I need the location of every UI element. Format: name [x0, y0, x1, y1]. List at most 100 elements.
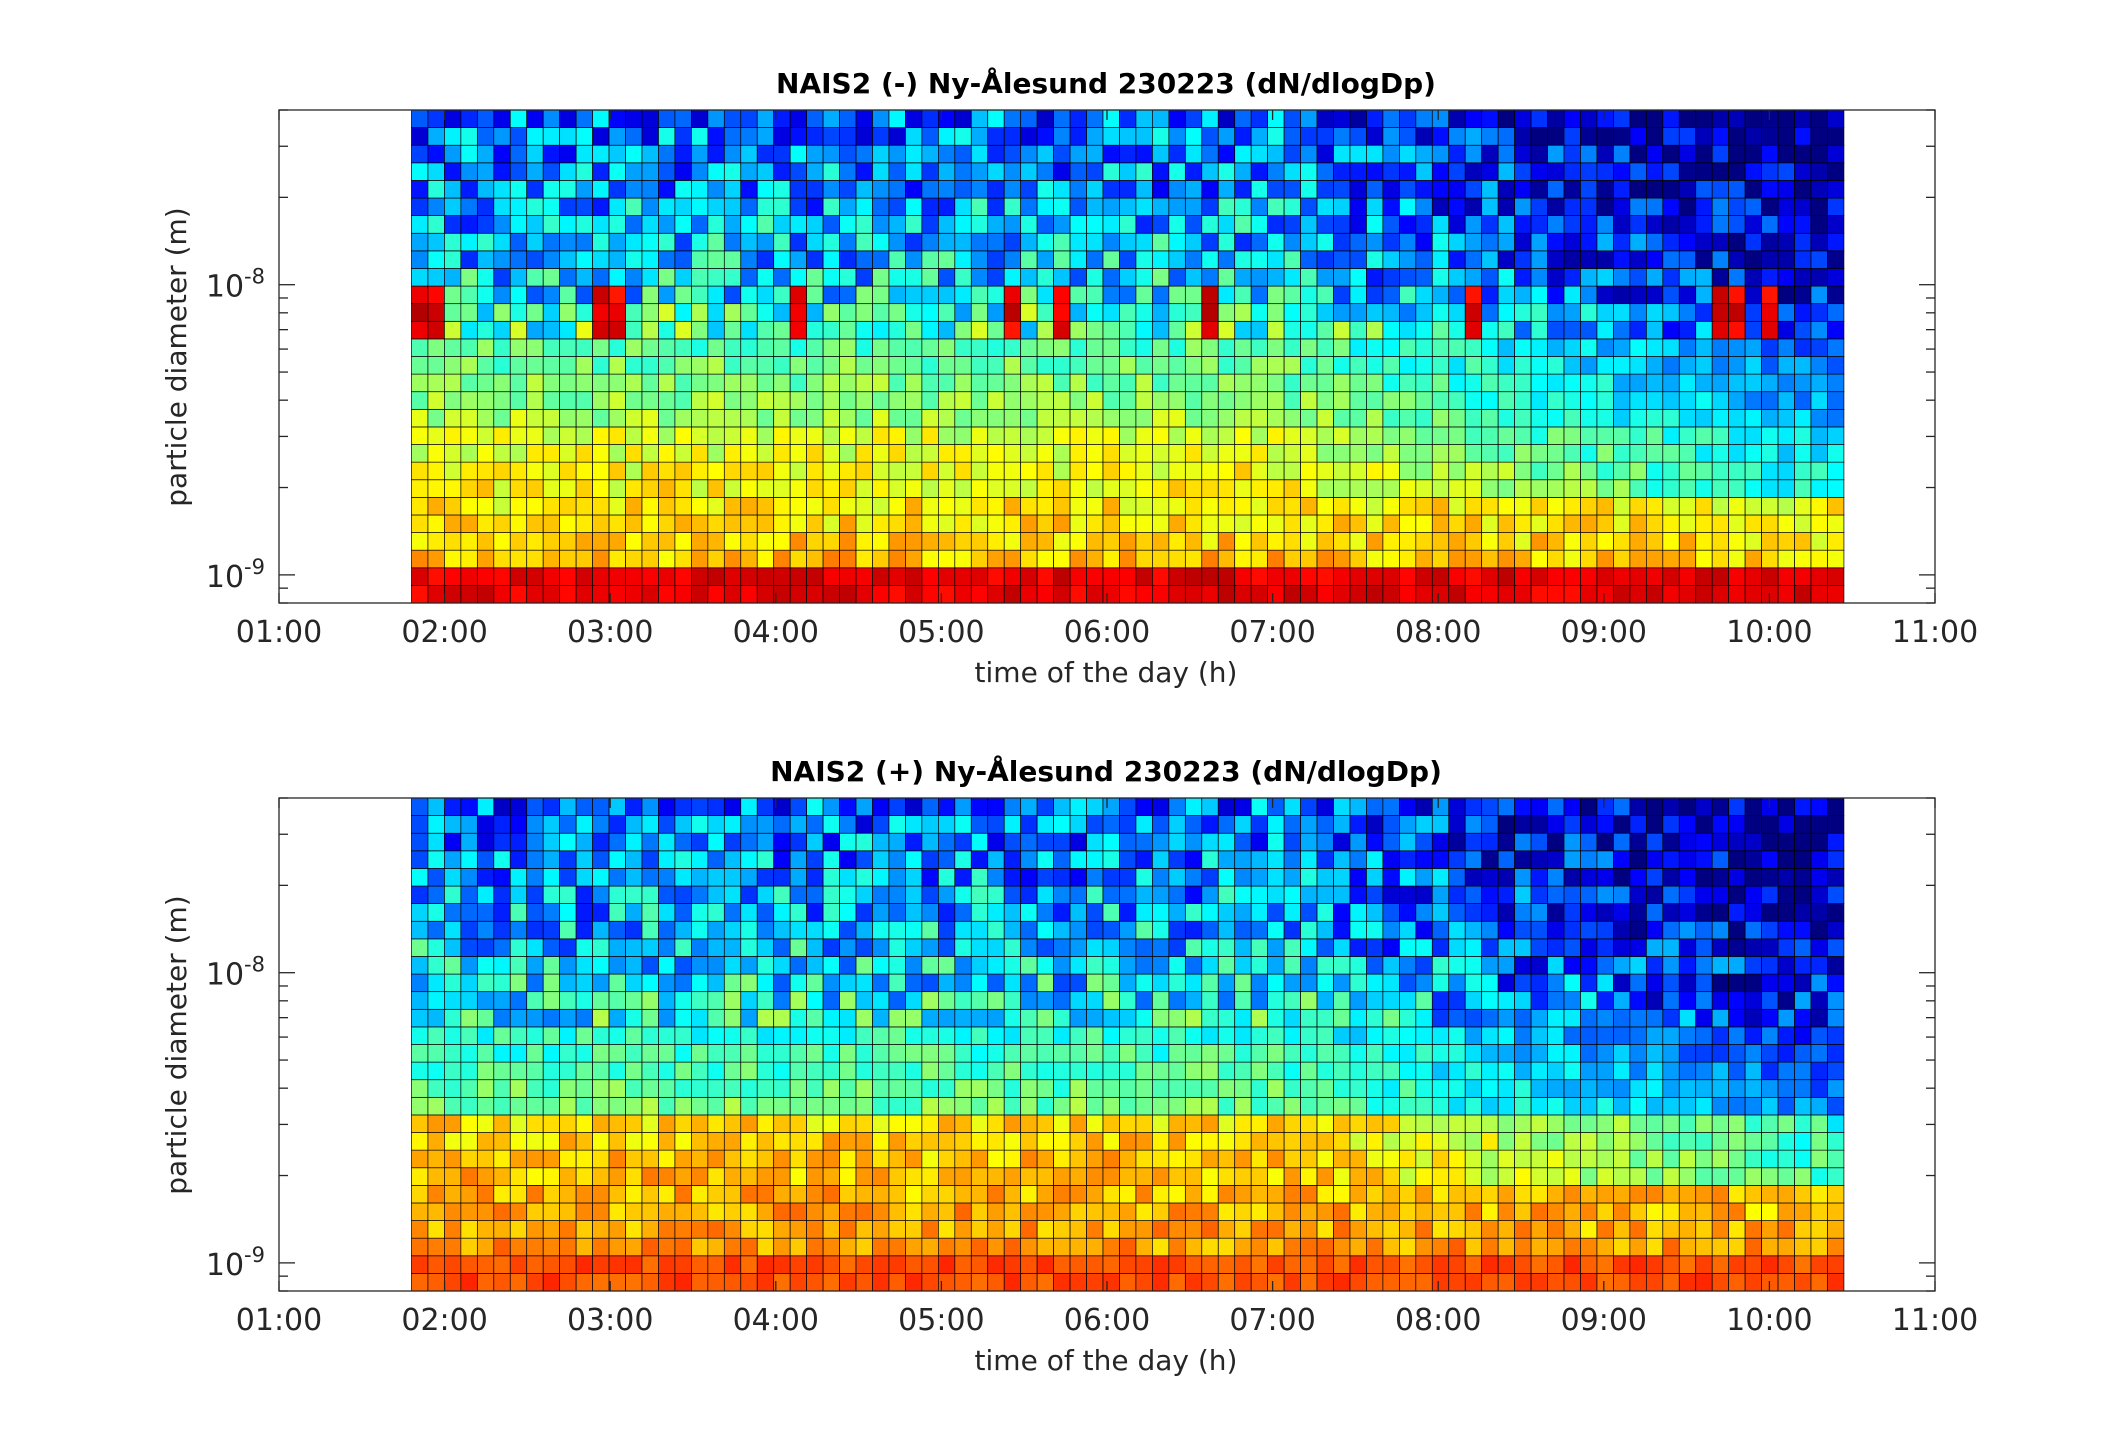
heatmap-cell	[1448, 1255, 1466, 1274]
heatmap-cell	[1613, 1079, 1631, 1098]
heatmap-cell	[1695, 461, 1713, 481]
heatmap-cell	[1053, 938, 1071, 957]
heatmap-cell	[1695, 320, 1713, 340]
heatmap-cell	[1250, 479, 1268, 498]
heatmap-cell	[460, 920, 478, 940]
heatmap-cell	[1135, 1255, 1153, 1274]
heatmap-cell	[855, 444, 873, 463]
heatmap-cell	[444, 373, 462, 393]
heatmap-cell	[723, 885, 742, 904]
heatmap-cell	[1168, 180, 1186, 199]
heatmap-cell	[723, 1149, 742, 1169]
heatmap-cell	[1613, 1220, 1631, 1239]
heatmap-cell	[822, 144, 840, 164]
heatmap-cell	[1810, 1132, 1828, 1151]
heatmap-cell	[740, 408, 758, 428]
heatmap-cell	[509, 1132, 528, 1151]
heatmap-cell	[526, 585, 544, 604]
heatmap-cell	[691, 1202, 709, 1221]
heatmap-cell	[575, 1185, 593, 1204]
heatmap-cell	[1827, 162, 1845, 181]
heatmap-cell	[1761, 426, 1779, 445]
heatmap-cell	[1563, 1044, 1581, 1063]
x-tick-label: 09:00	[1561, 615, 1647, 650]
heatmap-cell	[1794, 1044, 1812, 1063]
heatmap-cell	[1761, 991, 1779, 1010]
heatmap-cell	[1250, 408, 1268, 428]
heatmap-cell	[691, 1149, 709, 1169]
heatmap-cell	[1135, 232, 1153, 252]
heatmap-cell	[1645, 938, 1664, 957]
heatmap-cell	[1744, 268, 1762, 287]
heatmap-cell	[872, 1220, 890, 1239]
heatmap-cell	[1777, 408, 1795, 428]
heatmap-cell	[1086, 127, 1104, 146]
heatmap-cell	[1777, 567, 1795, 586]
heatmap-cell	[1596, 1008, 1614, 1028]
heatmap-cell	[575, 885, 593, 904]
heatmap-cell	[691, 268, 709, 287]
heatmap-cell	[1497, 514, 1515, 533]
heatmap-cell	[1333, 408, 1351, 428]
heatmap-cell	[839, 920, 857, 940]
heatmap-cell	[509, 373, 528, 393]
heatmap-cell	[575, 391, 593, 410]
heatmap-cell	[789, 850, 807, 869]
heatmap-cell	[1267, 232, 1285, 252]
heatmap-cell	[427, 268, 445, 287]
heatmap-cell	[658, 373, 676, 393]
heatmap-cell	[625, 1132, 643, 1151]
heatmap-cell	[855, 197, 873, 216]
heatmap-cell	[1810, 338, 1828, 357]
heatmap-cell	[460, 903, 478, 922]
heatmap-cell	[542, 797, 561, 816]
heatmap-cell	[1020, 426, 1038, 445]
heatmap-cell	[1448, 285, 1466, 305]
heatmap-cell	[1086, 1132, 1104, 1151]
heatmap-cell	[1481, 197, 1499, 216]
heatmap-cell	[1366, 1026, 1384, 1045]
heatmap-cell	[1596, 1061, 1614, 1081]
heatmap-cell	[1102, 549, 1120, 569]
heatmap-cell	[707, 868, 725, 887]
heatmap-cell	[1695, 1273, 1713, 1292]
heatmap-cell	[888, 1185, 906, 1204]
heatmap-cell	[1613, 250, 1631, 269]
heatmap-cell	[1300, 920, 1318, 940]
heatmap-cell	[592, 391, 610, 410]
heatmap-cell	[1613, 532, 1631, 551]
heatmap-cell	[411, 479, 429, 498]
heatmap-cell	[1366, 532, 1384, 551]
heatmap-cell	[1119, 356, 1137, 375]
heatmap-cell	[1119, 373, 1137, 393]
heatmap-cell	[509, 956, 528, 975]
heatmap-cell	[954, 426, 972, 445]
heatmap-cell	[1036, 920, 1054, 940]
heatmap-cell	[1349, 1079, 1367, 1098]
heatmap-cell	[1119, 903, 1137, 922]
heatmap-cell	[773, 408, 791, 428]
heatmap-cell	[1184, 585, 1203, 604]
heatmap-cell	[1234, 232, 1252, 252]
heatmap-cell	[1464, 391, 1483, 410]
heatmap-cell	[789, 868, 807, 887]
heatmap-cell	[1580, 1132, 1598, 1151]
heatmap-cell	[444, 585, 462, 604]
heatmap-cell	[1234, 285, 1252, 305]
heatmap-cell	[1316, 1008, 1334, 1028]
heatmap-cell	[1678, 903, 1697, 922]
heatmap-cell	[773, 567, 791, 586]
heatmap-cell	[1300, 585, 1318, 604]
heatmap-cell	[1547, 1255, 1565, 1274]
heatmap-cell	[822, 797, 840, 816]
heatmap-cell	[1645, 549, 1664, 569]
axis-ticks	[278, 109, 1936, 604]
heatmap-cell	[559, 956, 577, 975]
heatmap-cell	[1201, 903, 1219, 922]
heatmap-cell	[476, 356, 495, 375]
heatmap-cell	[1069, 532, 1087, 551]
heatmap-cell	[493, 109, 511, 128]
heatmap-cell	[691, 1237, 709, 1257]
heatmap-cell	[1399, 303, 1417, 322]
heatmap-cell	[954, 938, 972, 957]
